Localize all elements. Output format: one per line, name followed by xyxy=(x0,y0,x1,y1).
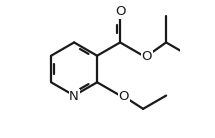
Text: N: N xyxy=(69,90,79,103)
Text: O: O xyxy=(142,50,152,63)
Text: O: O xyxy=(119,90,129,103)
Text: O: O xyxy=(115,5,125,18)
